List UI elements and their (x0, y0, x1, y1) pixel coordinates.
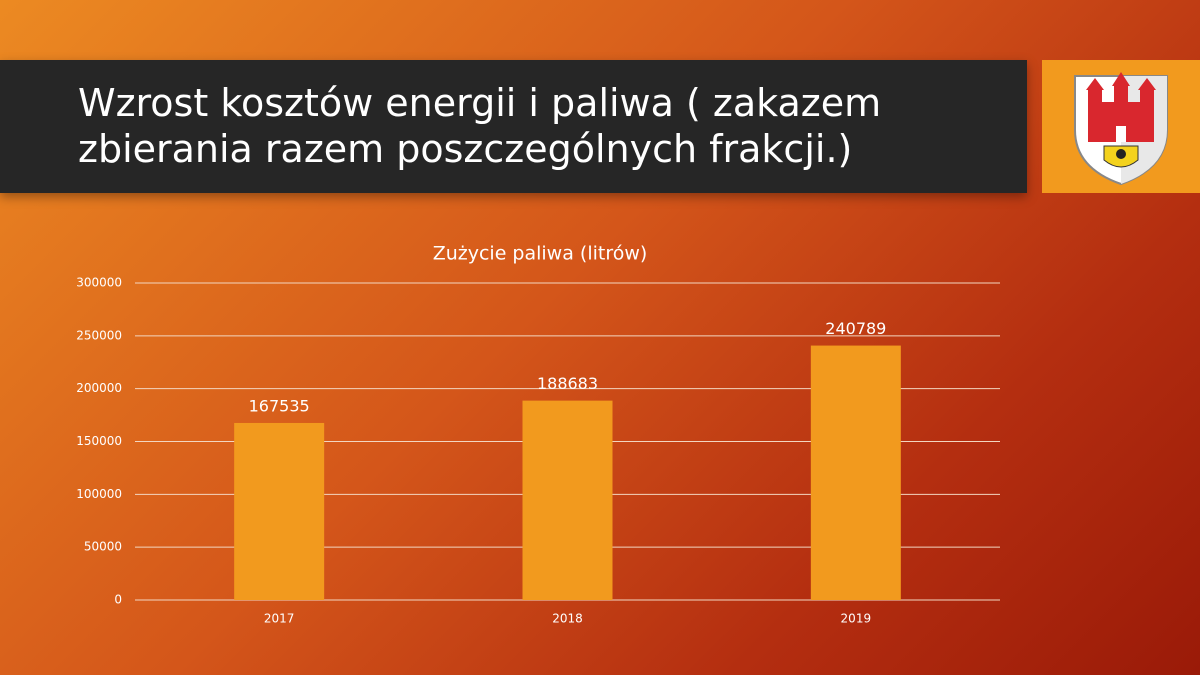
data-label: 240789 (825, 319, 886, 338)
slide-title: Wzrost kosztów energii i paliwa ( zakaze… (78, 81, 882, 171)
y-tick-label: 0 (114, 593, 122, 607)
x-tick-label: 2019 (841, 612, 872, 626)
chart-title: Zużycie paliwa (litrów) (433, 243, 648, 265)
bar (234, 422, 325, 600)
y-tick-label: 150000 (76, 434, 122, 448)
bar (810, 345, 901, 600)
x-tick-label: 2018 (552, 612, 583, 626)
y-tick-label: 300000 (76, 276, 122, 290)
y-tick-label: 100000 (76, 487, 122, 501)
coat-of-arms (1074, 72, 1168, 186)
data-label: 188683 (537, 374, 598, 393)
bar (522, 400, 613, 600)
title-band (0, 60, 1027, 193)
x-tick-label: 2017 (264, 612, 295, 626)
y-tick-label: 200000 (76, 381, 122, 395)
logo-box (1042, 60, 1200, 193)
y-tick-label: 50000 (84, 540, 122, 554)
y-tick-label: 250000 (76, 328, 122, 342)
data-label: 167535 (249, 396, 310, 415)
